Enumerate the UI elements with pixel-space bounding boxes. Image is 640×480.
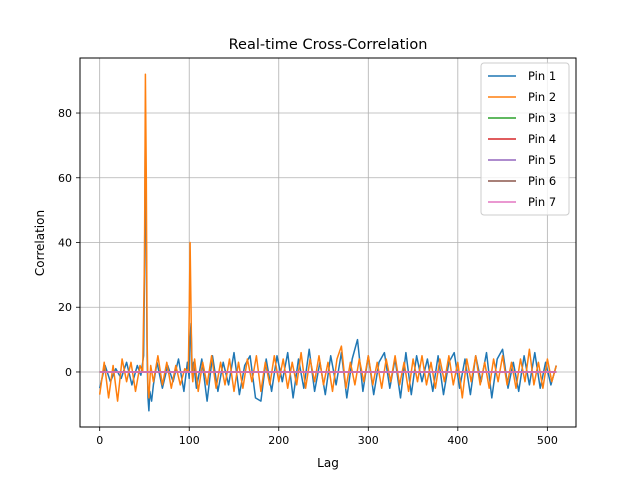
legend: Pin 1 Pin 2 Pin 3 Pin 4 Pin 5 Pin 6 Pin 7 xyxy=(480,62,570,216)
y-tick-label: 80 xyxy=(58,107,72,120)
x-tick-label: 500 xyxy=(537,434,558,447)
legend-label-pin-2: Pin 2 xyxy=(528,90,556,104)
plot-series xyxy=(98,73,558,412)
x-tick-label: 400 xyxy=(447,434,468,447)
y-tick-label: 40 xyxy=(58,237,72,250)
chart-title: Real-time Cross-Correlation xyxy=(229,37,428,53)
x-tick-label: 100 xyxy=(179,434,200,447)
legend-label-pin-6: Pin 6 xyxy=(528,174,556,188)
y-axis-ticks: 0 20 40 60 80 xyxy=(58,107,80,379)
legend-box xyxy=(480,62,570,216)
x-tick-label: 200 xyxy=(268,434,289,447)
y-axis-label: Correlation xyxy=(33,210,47,276)
y-tick-label: 20 xyxy=(58,301,72,314)
legend-label-pin-1: Pin 1 xyxy=(528,69,556,83)
y-tick-label: 0 xyxy=(65,366,72,379)
x-tick-label: 300 xyxy=(358,434,379,447)
series-line-pin-2 xyxy=(98,73,558,402)
legend-label-pin-3: Pin 3 xyxy=(528,111,556,125)
y-tick-label: 60 xyxy=(58,172,72,185)
x-axis-ticks: 0 100 200 300 400 500 xyxy=(96,427,558,447)
legend-label-pin-5: Pin 5 xyxy=(528,153,556,167)
x-axis-label: Lag xyxy=(317,456,339,470)
legend-label-pin-4: Pin 4 xyxy=(528,132,556,146)
legend-label-pin-7: Pin 7 xyxy=(528,195,556,209)
x-tick-label: 0 xyxy=(96,434,103,447)
